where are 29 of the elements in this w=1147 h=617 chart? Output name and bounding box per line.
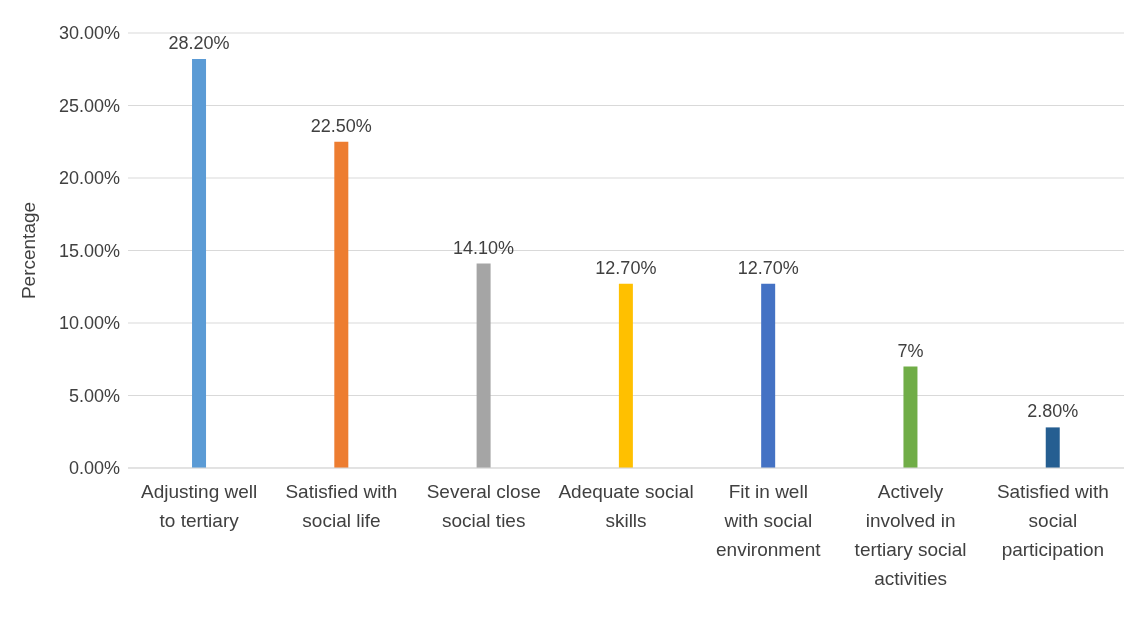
x-tick-label: Several close social ties — [426, 481, 541, 531]
bar — [334, 141, 349, 468]
data-label: 14.10% — [453, 237, 515, 258]
x-tick-label: Satisfied with social life — [285, 481, 398, 531]
data-label: 12.70% — [595, 257, 657, 278]
y-tick-label: 0.00% — [68, 458, 120, 479]
y-tick-label: 30.00% — [58, 23, 120, 44]
bar — [903, 366, 918, 468]
bar — [761, 283, 776, 468]
bar — [476, 263, 491, 468]
y-axis-title: Percentage — [17, 201, 39, 300]
data-label: 22.50% — [310, 115, 372, 136]
x-tick-label: Satisfied with social participation — [996, 481, 1109, 560]
y-tick-label: 15.00% — [58, 240, 120, 261]
y-tick-label: 10.00% — [58, 313, 120, 334]
bar — [1045, 427, 1060, 468]
data-label: 7% — [897, 340, 924, 361]
bar — [618, 283, 633, 468]
data-label: 28.20% — [168, 33, 230, 54]
bar — [192, 59, 207, 468]
data-label: 2.80% — [1027, 401, 1079, 422]
x-tick-label: Actively involved in tertiary social activities — [854, 481, 967, 589]
data-label: 12.70% — [737, 257, 799, 278]
x-tick-label: Fit in well with social environment — [716, 481, 822, 560]
x-tick-label: Adequate social skills — [558, 481, 694, 531]
y-tick-label: 5.00% — [68, 385, 120, 406]
y-tick-label: 25.00% — [58, 95, 120, 116]
x-tick-label: Adjusting well to tertiary — [141, 481, 258, 531]
y-tick-label: 20.00% — [58, 168, 120, 189]
